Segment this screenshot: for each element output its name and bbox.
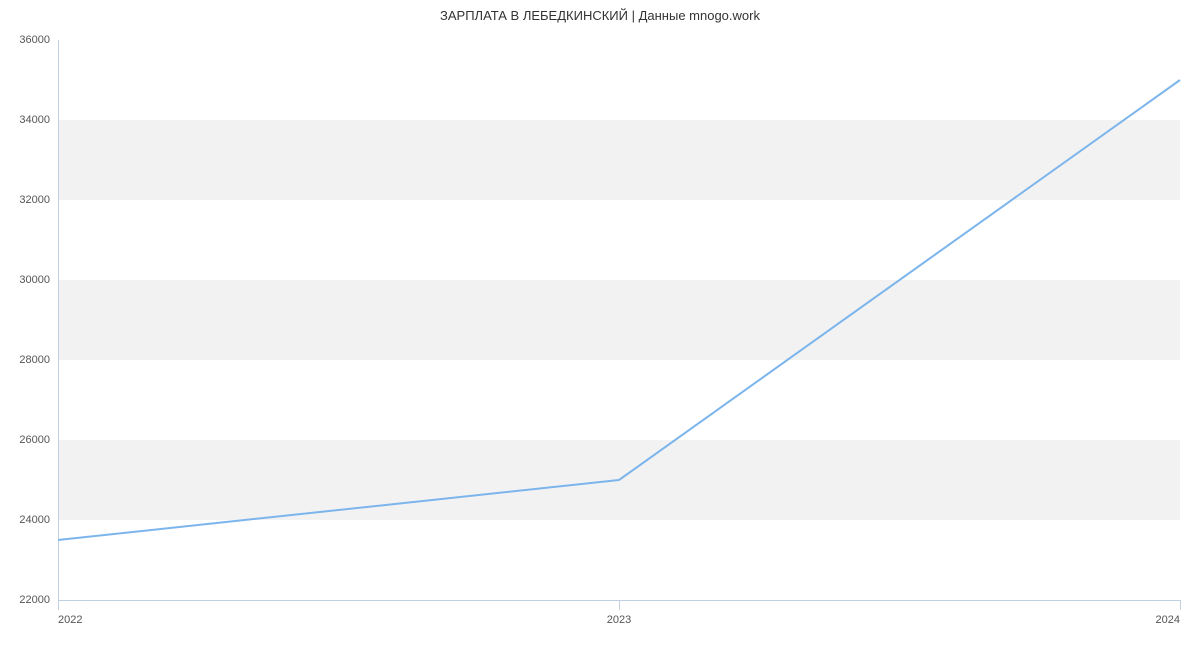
chart-title: ЗАРПЛАТА В ЛЕБЕДКИНСКИЙ | Данные mnogo.w… <box>0 8 1200 23</box>
y-tick-label: 28000 <box>0 354 50 366</box>
y-tick-label: 24000 <box>0 514 50 526</box>
x-tick-mark <box>58 600 59 610</box>
y-tick-label: 34000 <box>0 114 50 126</box>
y-tick-label: 36000 <box>0 34 50 46</box>
y-tick-label: 22000 <box>0 594 50 606</box>
x-tick-label: 2024 <box>1156 614 1180 626</box>
y-tick-label: 30000 <box>0 274 50 286</box>
y-tick-label: 26000 <box>0 434 50 446</box>
x-tick-mark <box>619 600 620 610</box>
plot-area: 2200024000260002800030000320003400036000… <box>58 40 1180 600</box>
x-tick-label: 2023 <box>607 614 631 626</box>
x-tick-mark <box>1180 600 1181 610</box>
x-tick-label: 2022 <box>58 614 82 626</box>
y-tick-label: 32000 <box>0 194 50 206</box>
line-series-layer <box>58 40 1180 600</box>
salary-line-chart: ЗАРПЛАТА В ЛЕБЕДКИНСКИЙ | Данные mnogo.w… <box>0 0 1200 650</box>
salary-line <box>58 80 1180 540</box>
